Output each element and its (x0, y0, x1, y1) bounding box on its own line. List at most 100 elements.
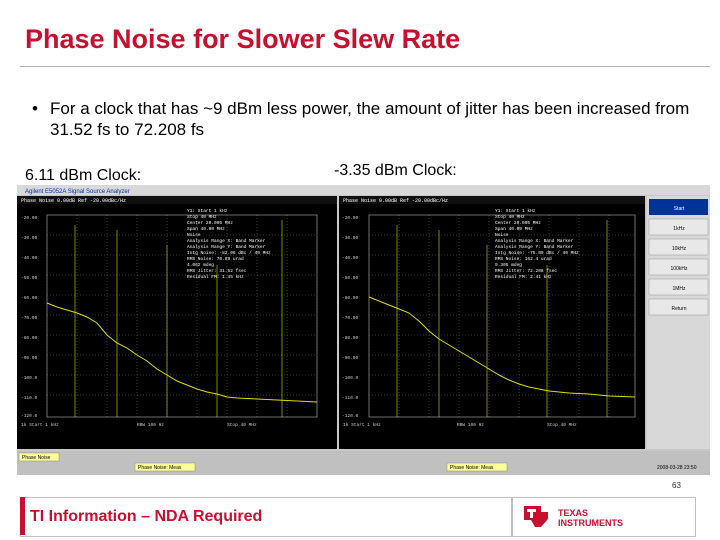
left-y-ticks: -20.00 -30.00 -40.00 -50.00 -60.00 -70.00 -8… (21, 215, 38, 419)
svg-text:Residual FM: 1.45 kHz: Residual FM: 1.45 kHz (187, 274, 244, 280)
svg-text:-50.00: -50.00 (342, 275, 359, 281)
logo-line-2: INSTRUMENTS (558, 518, 623, 528)
status-area (17, 451, 710, 475)
svg-text:-30.00: -30.00 (342, 235, 359, 241)
left-screen (17, 196, 337, 449)
svg-text:Stop 40 MHz: Stop 40 MHz (187, 214, 217, 220)
svg-text:1k Start 1 kHz: 1k Start 1 kHz (21, 422, 59, 428)
svg-text:RMS Noise: 70.89 urad: RMS Noise: 70.89 urad (187, 256, 244, 262)
softkey-start (649, 199, 708, 215)
status-left-tab (18, 452, 60, 462)
slide-title: Phase Noise for Slower Slew Rate (25, 24, 461, 54)
bullet-dot-icon: • (32, 99, 38, 118)
caption-right: -3.35 dBm Clock: (334, 162, 457, 179)
svg-text:1kHz: 1kHz (673, 226, 685, 232)
ti-logo (512, 497, 696, 537)
svg-text:Y1: Start 1 kHz: Y1: Start 1 kHz (495, 208, 536, 214)
svg-text:-80.00: -80.00 (342, 335, 359, 341)
svg-text:1MHz: 1MHz (672, 286, 686, 292)
bullet-point: • For a clock that has ~9 dBm less power… (32, 98, 692, 140)
svg-text:Span 40.00 MHz: Span 40.00 MHz (495, 226, 533, 232)
svg-text:Noise: Noise (187, 232, 201, 238)
status-meas-right (446, 462, 508, 472)
svg-text:100kHz: 100kHz (671, 266, 688, 272)
svg-text:-40.00: -40.00 (342, 255, 359, 261)
page-number: 63 (672, 481, 681, 490)
svg-text:Stop 40 MHz: Stop 40 MHz (547, 422, 577, 428)
svg-text:Intg Noise: -75.09 dBc / 40 MH: Intg Noise: -75.09 dBc / 40 MHz (495, 250, 579, 256)
svg-text:-110.0: -110.0 (342, 395, 359, 401)
svg-text:RMS Noise: 162.4 urad: RMS Noise: 162.4 urad (495, 256, 552, 262)
svg-text:RBW 100 Hz: RBW 100 Hz (137, 422, 164, 428)
svg-text:Intg Noise: -82.06 dBc / 40 MH: Intg Noise: -82.06 dBc / 40 MHz (187, 250, 271, 256)
svg-text:-100.0: -100.0 (342, 375, 359, 381)
svg-text:9.305 mdeg: 9.305 mdeg (495, 262, 522, 268)
status-meas-left (134, 462, 196, 472)
svg-text:4.062 mdeg: 4.062 mdeg (187, 262, 214, 268)
right-phase-noise-trace (368, 296, 636, 398)
svg-text:10kHz: 10kHz (672, 246, 687, 252)
title-divider (20, 66, 710, 67)
softkey-panel (647, 196, 710, 449)
svg-text:Phase Noise: Meas: Phase Noise: Meas (138, 465, 182, 471)
right-header-text: Phase Noise 0.00dB Ref -20.00dBc/Hz (343, 198, 448, 204)
ti-logo-text: TEXAS INSTRUMENTS (558, 508, 623, 528)
svg-text:-60.00: -60.00 (342, 295, 359, 301)
left-spurs (74, 220, 283, 417)
svg-text:-60.00: -60.00 (21, 295, 38, 301)
svg-text:Stop 40 MHz: Stop 40 MHz (227, 422, 257, 428)
svg-text:RMS Jitter: 31.52 fsec: RMS Jitter: 31.52 fsec (187, 268, 247, 274)
caption-left: 6.11 dBm Clock: (25, 167, 142, 184)
softkey-1khz (648, 218, 709, 236)
svg-text:Center 20.005 MHz: Center 20.005 MHz (495, 220, 541, 226)
footer-accent (20, 497, 25, 535)
right-spurs (396, 220, 608, 417)
svg-text:-120.0: -120.0 (342, 413, 359, 419)
svg-text:Analysis Range X: Band Marker: Analysis Range X: Band Marker (495, 238, 574, 244)
left-annotation: Y1: Start 1 kHz Stop 40 MHz Center 20.00… (187, 208, 271, 280)
svg-text:RBW 100 Hz: RBW 100 Hz (457, 422, 484, 428)
svg-text:-20.00: -20.00 (21, 215, 38, 221)
right-grid (368, 215, 636, 417)
softkey-return (648, 298, 709, 316)
svg-text:Return: Return (671, 306, 686, 312)
svg-text:Center 20.005 MHz: Center 20.005 MHz (187, 220, 233, 226)
left-phase-noise-trace (46, 302, 318, 403)
svg-text:-110.0: -110.0 (21, 395, 38, 401)
svg-text:Analysis Range Y: Band Marker: Analysis Range Y: Band Marker (187, 244, 266, 250)
svg-text:-90.00: -90.00 (21, 355, 38, 361)
svg-text:Stop 40 MHz: Stop 40 MHz (495, 214, 525, 220)
svg-text:Residual FM: 2.41 kHz: Residual FM: 2.41 kHz (495, 274, 552, 280)
svg-text:-30.00: -30.00 (21, 235, 38, 241)
analyzer-title-bar (17, 185, 710, 195)
right-screen (339, 196, 645, 449)
svg-text:-100.0: -100.0 (21, 375, 38, 381)
left-header-text: Phase Noise 0.00dB Ref -20.00dBc/Hz (21, 198, 126, 204)
footer-text: TI Information – NDA Required (30, 508, 263, 525)
svg-text:-90.00: -90.00 (342, 355, 359, 361)
status-date: 2008-03-28 23:50 (657, 465, 697, 471)
svg-text:-70.00: -70.00 (21, 315, 38, 321)
left-x-ticks: 1k Start 1 kHz RBW 100 Hz Stop 40 MHz (21, 422, 257, 428)
svg-text:Analysis Range Y: Band Marker: Analysis Range Y: Band Marker (495, 244, 574, 250)
softkey-menu: Start 1kHz 10kHz 100kHz 1MHz Return (648, 199, 709, 316)
svg-text:-20.00: -20.00 (342, 215, 359, 221)
svg-text:Start: Start (674, 206, 685, 212)
softkey-10khz (648, 238, 709, 256)
right-annotation: Y1: Start 1 kHz Stop 40 MHz Center 20.00… (495, 208, 579, 280)
svg-text:Phase Noise: Phase Noise (22, 455, 51, 461)
svg-text:Noise: Noise (495, 232, 509, 238)
svg-text:-80.00: -80.00 (21, 335, 38, 341)
svg-text:-40.00: -40.00 (21, 255, 38, 261)
right-y-ticks: -20.00 -30.00 -40.00 -50.00 -60.00 -70.00 -8… (342, 215, 359, 419)
footer-box (20, 497, 512, 537)
svg-text:Y1: Start 1 kHz: Y1: Start 1 kHz (187, 208, 228, 214)
svg-text:-70.00: -70.00 (342, 315, 359, 321)
softkey-1mhz (648, 278, 709, 296)
bullet-text: For a clock that has ~9 dBm less power, … (50, 99, 690, 139)
svg-text:1k Start 1 kHz: 1k Start 1 kHz (343, 422, 381, 428)
analyzer-title: Agilent E5052A Signal Source Analyzer (25, 189, 130, 195)
svg-text:-120.0: -120.0 (21, 413, 38, 419)
svg-text:Phase Noise: Meas: Phase Noise: Meas (450, 465, 494, 471)
svg-text:-50.00: -50.00 (21, 275, 38, 281)
